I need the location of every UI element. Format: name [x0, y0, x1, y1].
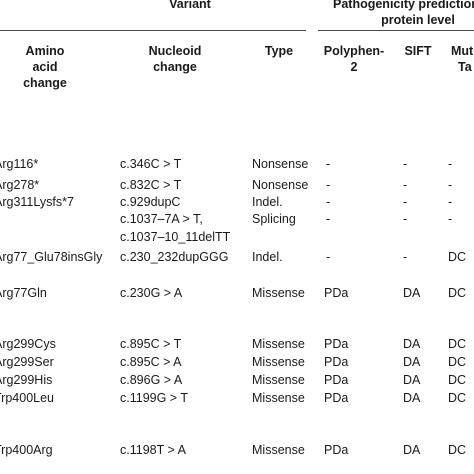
cell-nucleoid: c.832C > T: [120, 178, 182, 192]
cell-mutation-taster: -: [448, 178, 453, 192]
cell-type: Nonsense: [252, 178, 309, 192]
cell-type: Missense: [252, 355, 305, 369]
cell-mutation-taster: DC: [448, 443, 467, 457]
cell-polyphen: PDa: [324, 391, 349, 405]
cell-polyphen: PDa: [324, 355, 349, 369]
cell-type: Indel.: [252, 195, 283, 209]
cell-type: Indel.: [252, 250, 283, 264]
cell-amino-acid: Trp400Arg: [0, 443, 53, 457]
cell-mutation-taster: DC: [448, 337, 467, 351]
variant-header-rule: [0, 30, 306, 31]
cell-mutation-taster: DC: [448, 391, 467, 405]
cell-type: Missense: [252, 286, 305, 300]
cell-polyphen: -: [326, 195, 331, 209]
cell-nucleoid: c.1198T > A: [120, 443, 186, 457]
col-header-nucleoid-line2: change: [153, 60, 197, 74]
cell-type: Missense: [252, 337, 305, 351]
cell-polyphen: PDa: [324, 373, 349, 387]
cell-amino-acid: Arg299Ser: [0, 355, 54, 369]
cell-amino-acid: Arg77Gln: [0, 286, 47, 300]
pathogenicity-group-header-line1: Pathogenicity prediction: [333, 0, 474, 11]
cell-mutation-taster: -: [448, 212, 453, 226]
cell-amino-acid: Arg299Cys: [0, 337, 56, 351]
cell-sift: DA: [403, 373, 421, 387]
cell-nucleoid: c.1199G > T: [120, 391, 188, 405]
cell-polyphen: -: [326, 157, 331, 171]
cell-polyphen: -: [326, 212, 331, 226]
col-header-amino-acid-line3: change: [23, 76, 67, 90]
cell-type: Nonsense: [252, 157, 309, 171]
cell-sift: DA: [403, 286, 421, 300]
cell-nucleoid: c.1037–7A > T,: [120, 212, 203, 226]
cell-sift: -: [403, 250, 408, 264]
cell-polyphen: PDa: [324, 443, 349, 457]
col-header-sift: SIFT: [404, 44, 432, 58]
col-header-mutation-taster-line1: Mut: [451, 44, 474, 58]
cell-amino-acid: Arg116*: [0, 157, 39, 171]
cell-amino-acid: Arg77_Glu78insGly: [0, 250, 103, 264]
cell-amino-acid: Trp400Leu: [0, 391, 54, 405]
cell-nucleoid: c.230_232dupGGG: [120, 250, 229, 264]
col-header-polyphen-line2: 2: [350, 60, 358, 74]
cell-polyphen: -: [326, 250, 331, 264]
pathogenicity-group-header-line2: protein level: [381, 13, 455, 27]
cell-nucleoid: c.896G > A: [120, 373, 183, 387]
cell-mutation-taster: -: [448, 195, 453, 209]
cell-polyphen: PDa: [324, 337, 349, 351]
cell-nucleoid: c.1037–10_11delTT: [120, 230, 231, 244]
cell-sift: DA: [403, 443, 421, 457]
cell-mutation-taster: -: [448, 157, 453, 171]
col-header-nucleoid-line1: Nucleoid: [148, 44, 202, 58]
col-header-mutation-taster-line2: Ta: [458, 60, 472, 74]
cell-amino-acid: Arg278*: [0, 178, 40, 192]
col-header-amino-acid-line2: acid: [32, 60, 58, 74]
cell-sift: -: [403, 157, 408, 171]
cell-mutation-taster: DC: [448, 373, 467, 387]
cell-mutation-taster: DC: [448, 286, 467, 300]
cell-sift: DA: [403, 391, 421, 405]
cell-nucleoid: c.230G > A: [120, 286, 183, 300]
cell-type: Missense: [252, 391, 305, 405]
cell-sift: DA: [403, 337, 421, 351]
cell-amino-acid: Arg311Lysfs*7: [0, 195, 74, 209]
cell-nucleoid: c.895C > A: [120, 355, 182, 369]
col-header-type: Type: [264, 44, 294, 58]
cell-polyphen: PDa: [324, 286, 349, 300]
cell-type: Missense: [252, 373, 305, 387]
cell-nucleoid: c.346C > T: [120, 157, 182, 171]
cell-sift: -: [403, 212, 408, 226]
cell-sift: -: [403, 195, 408, 209]
cell-polyphen: -: [326, 178, 331, 192]
cell-mutation-taster: DC: [448, 250, 467, 264]
cell-sift: -: [403, 178, 408, 192]
variant-group-header: Variant: [169, 0, 211, 11]
cell-type: Splicing: [252, 212, 296, 226]
cell-nucleoid: c.895C > T: [120, 337, 182, 351]
col-header-polyphen-line1: Polyphen-: [323, 44, 385, 58]
cell-sift: DA: [403, 355, 421, 369]
pathogenicity-header-rule: [318, 30, 474, 31]
cell-nucleoid: c.929dupC: [120, 195, 181, 209]
col-header-amino-acid-line1: Amino: [25, 44, 65, 58]
cell-mutation-taster: DC: [448, 355, 467, 369]
cell-type: Missense: [252, 443, 305, 457]
cell-amino-acid: Arg299His: [0, 373, 53, 387]
